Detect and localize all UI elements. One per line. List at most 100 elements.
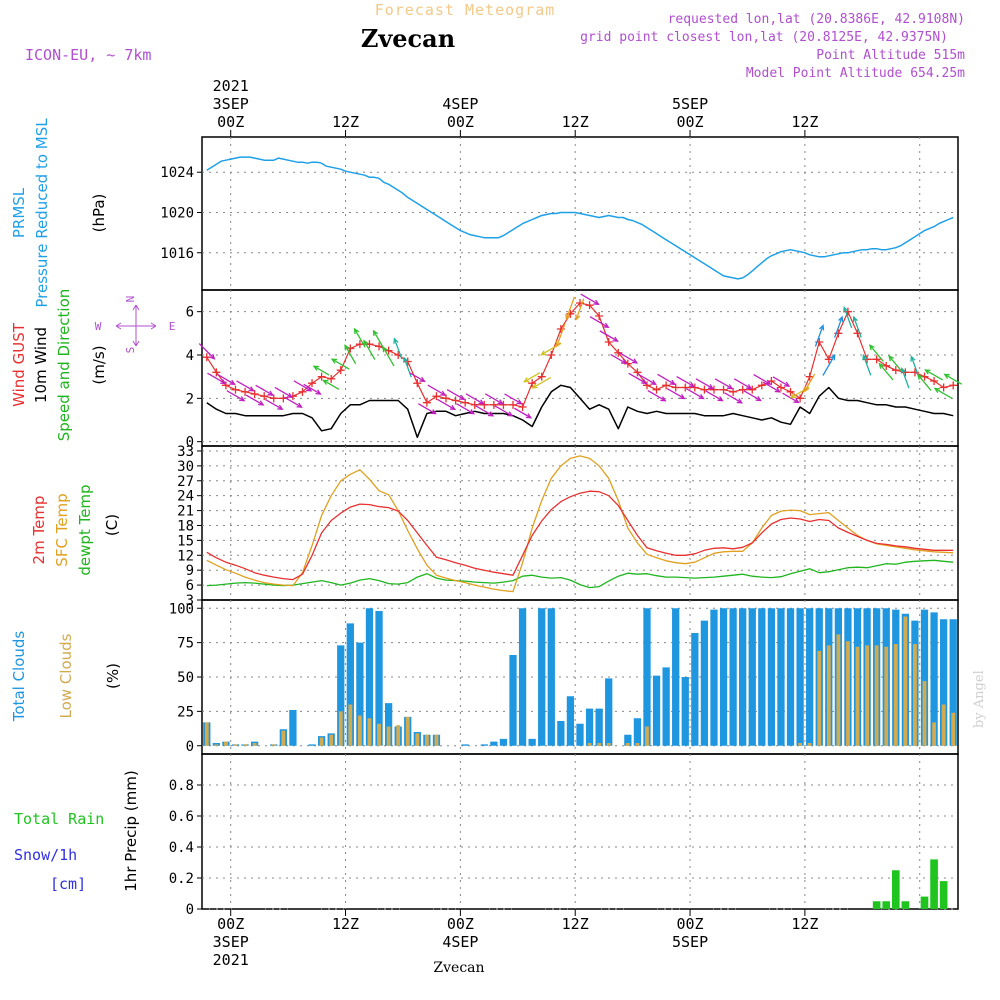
total-cloud-bar xyxy=(365,608,374,746)
wind-arrow-head xyxy=(277,404,284,410)
top-time-label: 00Z xyxy=(447,113,474,131)
wind-arrow-head xyxy=(258,400,265,406)
gust-marker xyxy=(528,379,537,388)
wind-arrow xyxy=(714,378,733,390)
wind-arrow-head xyxy=(315,389,322,395)
watermark: by Angel xyxy=(972,670,987,728)
wind-arrow xyxy=(575,298,585,320)
rain-bar xyxy=(891,870,900,909)
wind-arrow-head xyxy=(830,353,836,361)
y-tick-label: 50 xyxy=(177,670,194,686)
gust-marker xyxy=(604,338,613,346)
wind-arrow-head xyxy=(363,339,369,346)
total-cloud-bar xyxy=(643,608,651,746)
total-cloud-bar xyxy=(710,609,718,746)
low-cloud-bar xyxy=(281,730,286,746)
low-cloud-bar xyxy=(635,743,640,746)
rain-bar xyxy=(882,901,891,909)
wind-arrow-head xyxy=(330,358,338,364)
total-cloud-bar xyxy=(786,608,795,746)
gust-marker xyxy=(432,392,441,401)
y-tick-label: 1024 xyxy=(160,165,194,181)
gust-marker xyxy=(336,366,345,375)
direction-label: Speed and Direction xyxy=(55,289,73,442)
wind-arrow-head xyxy=(736,398,744,404)
gust-marker xyxy=(776,383,785,392)
y-tick-label: 12 xyxy=(177,548,194,564)
precip-bars xyxy=(872,859,948,909)
low-cloud-bar xyxy=(606,743,611,746)
wind-arrow xyxy=(888,355,903,373)
wind-arrow xyxy=(198,343,215,360)
bottom-time-label: 3SEP xyxy=(213,933,249,951)
wind-arrow-head xyxy=(540,350,547,356)
wind-arrow-head xyxy=(393,337,399,344)
low-cloud-bar xyxy=(271,744,276,746)
wind-arrow-head xyxy=(353,327,360,335)
wind-arrow xyxy=(556,323,566,347)
low-cloud-bar xyxy=(922,681,927,746)
wind-arrow xyxy=(514,407,532,419)
low-cloud-bar xyxy=(913,644,917,746)
wind-arrow-head xyxy=(478,399,485,405)
gust-marker xyxy=(375,342,384,351)
wind-arrow xyxy=(494,405,513,417)
pressure-line xyxy=(206,156,954,280)
snow-unit-label: [cm] xyxy=(50,875,86,893)
wind-arrow xyxy=(925,369,944,381)
wind-arrow-head xyxy=(593,299,600,306)
top-time-label: 00Z xyxy=(217,113,244,131)
gust-marker xyxy=(738,385,747,394)
wind-arrow-head xyxy=(660,396,667,402)
wind-arrow-head xyxy=(449,404,457,411)
wind-arrow xyxy=(695,378,714,390)
low-cloud-bar xyxy=(874,645,879,746)
compass-e: E xyxy=(169,320,176,333)
gust-marker xyxy=(202,353,211,362)
wind-arrow xyxy=(565,296,576,320)
total-cloud-bar xyxy=(480,744,488,746)
wind-arrow xyxy=(869,344,884,362)
wind-arrow xyxy=(910,356,920,377)
wind-arrow xyxy=(403,357,412,378)
low-cloud-bar xyxy=(807,743,812,746)
compass-n: N xyxy=(124,296,137,303)
wind-arrow-head xyxy=(312,365,320,371)
gust-marker xyxy=(499,400,508,409)
panel-wind: 0 2 4 6 Wind GUST 10m Wind Speed and Direction… xyxy=(10,289,963,451)
low-cloud-bar xyxy=(951,712,956,746)
wind-arrow xyxy=(393,338,403,360)
total-cloud-bar xyxy=(920,609,929,746)
low-cloud-bar xyxy=(405,716,410,746)
total-cloud-bar xyxy=(940,619,948,746)
gust-marker xyxy=(308,379,317,388)
wind-arrow-head xyxy=(755,395,762,402)
header: Forecast Meteogram Zvecan ICON-EU, ~ 7km re… xyxy=(25,1,987,976)
panel-frame-temp xyxy=(201,445,959,601)
total-cloud-bar xyxy=(337,645,345,746)
wind-arrow xyxy=(676,375,695,388)
grid-point-coords: grid point closest lon,lat (20.8125E, 42… xyxy=(580,30,948,45)
low-cloud-bar xyxy=(233,744,238,746)
wind-arrow-head xyxy=(784,381,791,387)
dew-label: dewpt Temp xyxy=(76,484,94,575)
wind-arrow-head xyxy=(679,393,686,400)
wind-arrow-head xyxy=(888,355,894,362)
wind-arrow xyxy=(475,405,494,417)
gust-marker xyxy=(231,385,240,394)
wind-arrow xyxy=(207,372,226,385)
wind-speed-line xyxy=(206,384,954,439)
gust-marker xyxy=(470,400,479,409)
y-tick-label: 0.8 xyxy=(169,778,194,794)
wind-arrow-head xyxy=(603,322,610,329)
wind-arrow xyxy=(446,389,465,400)
low-cloud-bar xyxy=(252,743,257,746)
y-tick-label: 75 xyxy=(177,636,194,652)
wind-arrow-head xyxy=(852,315,858,323)
wind-arrow-head xyxy=(631,358,639,364)
panel-pressure: 1016 1020 1024 PRMSL Pressure Reduced to MSL… xyxy=(10,118,959,308)
y-ticks-wind: 0 2 4 6 xyxy=(186,305,958,451)
y-tick-label: 27 xyxy=(177,474,194,490)
